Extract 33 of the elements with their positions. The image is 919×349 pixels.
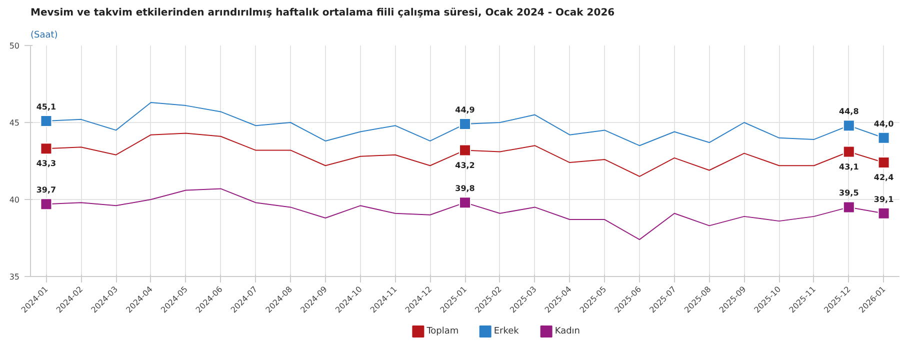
- point: [40, 198, 52, 210]
- data-label: 44,0: [874, 119, 894, 128]
- point: [842, 146, 855, 158]
- point: [878, 132, 890, 144]
- data-label: 43,1: [839, 162, 860, 172]
- point: [878, 207, 890, 220]
- point: [40, 142, 52, 155]
- legend-label: Kadın: [554, 326, 580, 336]
- point: [459, 118, 471, 130]
- legend-label: Toplam: [426, 326, 459, 336]
- point: [459, 144, 471, 156]
- y-tick-label: 40: [9, 196, 20, 204]
- data-label: 39,7: [36, 186, 56, 195]
- y-tick-label: 50: [9, 42, 20, 50]
- y-tick-label: 45: [9, 118, 20, 128]
- point: [842, 201, 855, 214]
- data-label: 39,1: [874, 194, 894, 204]
- data-label: 42,4: [874, 173, 894, 182]
- data-label: 43,3: [36, 159, 56, 168]
- point: [878, 156, 890, 169]
- chart-title: Mevsim ve takvim etkilerinden arındırılmış haftalık ortalama fiili çalışma süresi, Ocak 2024 - Ocak 2026: [30, 8, 615, 18]
- data-label: 44,9: [455, 105, 476, 114]
- point: [459, 196, 471, 209]
- data-label: 45,1: [36, 102, 57, 112]
- data-label: 44,8: [839, 107, 860, 116]
- y-tick-label: 35: [9, 272, 20, 282]
- data-label: 39,8: [455, 184, 476, 194]
- chart-subtitle: (Saat): [30, 30, 58, 40]
- legend-label: Erkek: [494, 326, 520, 336]
- point: [40, 114, 52, 127]
- data-label: 39,5: [839, 188, 860, 198]
- point: [842, 120, 855, 132]
- data-label: 43,2: [455, 160, 475, 170]
